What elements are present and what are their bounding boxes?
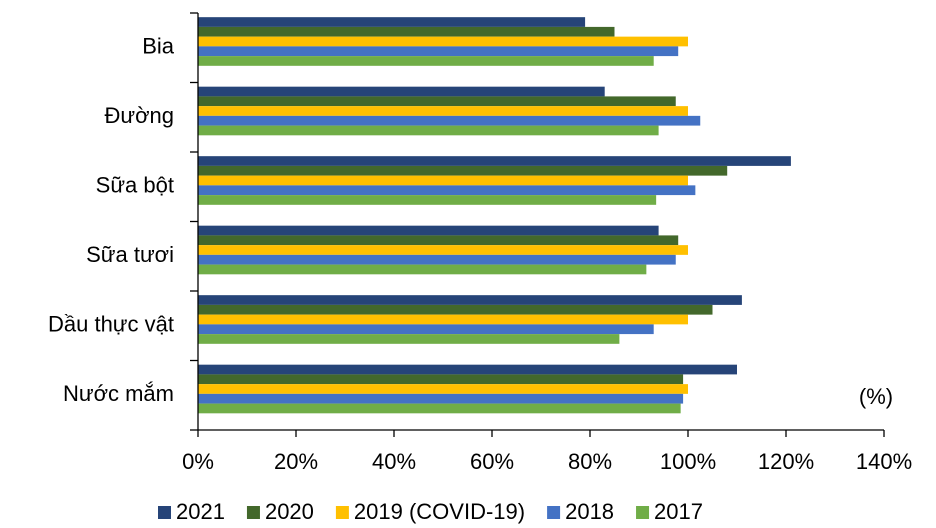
bar bbox=[198, 364, 737, 375]
legend-swatch bbox=[246, 506, 260, 519]
bar bbox=[198, 195, 657, 205]
bar bbox=[198, 175, 688, 186]
bar bbox=[198, 295, 742, 305]
y-tick-label: Nước mắm bbox=[63, 381, 174, 406]
legend-label: 2019 (COVID-19) bbox=[354, 499, 525, 524]
bar bbox=[198, 225, 659, 236]
bar bbox=[198, 115, 701, 126]
legend-label: 2020 bbox=[265, 499, 314, 524]
y-tick-label: Bia bbox=[142, 34, 175, 59]
bar bbox=[198, 26, 615, 37]
bar bbox=[198, 165, 728, 176]
x-tick-label: 140% bbox=[856, 449, 912, 474]
x-tick-label: 80% bbox=[568, 449, 612, 474]
x-tick-label: 60% bbox=[470, 449, 514, 474]
bar bbox=[198, 245, 688, 255]
bar bbox=[198, 403, 681, 414]
y-tick-label: Đường bbox=[104, 103, 174, 128]
x-tick-label: 0% bbox=[182, 449, 214, 474]
bar bbox=[198, 86, 605, 97]
bar bbox=[198, 36, 688, 47]
x-tick-label: 40% bbox=[372, 449, 416, 474]
bar bbox=[198, 314, 688, 325]
x-tick-label: 120% bbox=[758, 449, 814, 474]
legend-label: 2021 bbox=[176, 499, 225, 524]
legend-swatch bbox=[636, 506, 650, 519]
bar bbox=[198, 384, 688, 394]
bar bbox=[198, 374, 684, 385]
bar bbox=[198, 393, 684, 404]
bar bbox=[198, 46, 679, 57]
bar bbox=[198, 324, 654, 335]
bar bbox=[198, 235, 679, 246]
bar bbox=[198, 185, 696, 196]
bar bbox=[198, 125, 659, 136]
unit-annotation: (%) bbox=[859, 384, 893, 409]
bar bbox=[198, 96, 676, 107]
x-tick-label: 20% bbox=[274, 449, 318, 474]
bar bbox=[198, 156, 791, 166]
bar bbox=[198, 17, 586, 27]
y-tick-label: Sữa tươi bbox=[86, 242, 174, 267]
bar bbox=[198, 106, 688, 116]
legend-swatch bbox=[335, 506, 349, 519]
y-tick-label: Sữa bột bbox=[96, 173, 174, 198]
bar bbox=[198, 254, 676, 265]
bar bbox=[198, 334, 620, 344]
bar bbox=[198, 56, 654, 66]
bar bbox=[198, 304, 713, 315]
bar bbox=[198, 264, 647, 275]
legend-label: 2017 bbox=[654, 499, 703, 524]
x-tick-label: 100% bbox=[660, 449, 716, 474]
legend-swatch bbox=[547, 506, 561, 519]
legend-swatch bbox=[158, 506, 171, 519]
legend-label: 2018 bbox=[565, 499, 614, 524]
y-tick-label: Dầu thực vật bbox=[48, 312, 174, 337]
